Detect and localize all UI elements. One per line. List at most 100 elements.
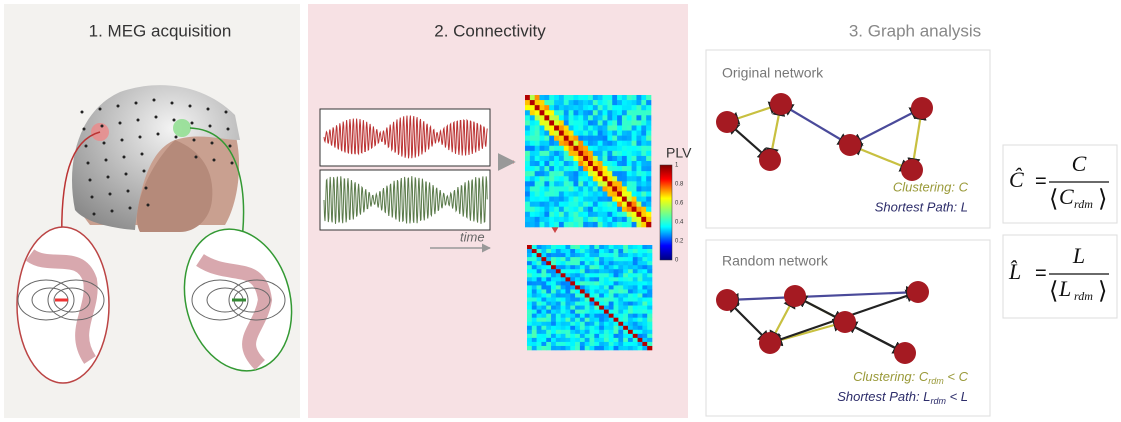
matrix-cell (525, 181, 530, 186)
matrix-cell (593, 212, 598, 217)
matrix-cell (590, 306, 595, 310)
matrix-cell (618, 314, 623, 318)
matrix-cell (556, 281, 561, 285)
text: Clustering: C (853, 369, 929, 384)
matrix-cell (593, 181, 598, 186)
matrix-cell (598, 151, 603, 156)
matrix-cell (622, 146, 627, 151)
matrix-cell (554, 156, 559, 161)
matrix-cell (570, 265, 575, 269)
matrix-cell (575, 298, 580, 302)
matrix-cell (578, 125, 583, 130)
matrix-cell (598, 156, 603, 161)
matrix-cell (525, 202, 530, 207)
matrix-cell (569, 186, 574, 191)
matrix-cell (598, 212, 603, 217)
matrix-cell (583, 100, 588, 105)
matrix-cell (633, 249, 638, 253)
matrix-cell (646, 105, 651, 110)
matrix-cell (632, 156, 637, 161)
matrix-cell (617, 191, 622, 196)
matrix-cell (607, 191, 612, 196)
matrix-cell (583, 202, 588, 207)
matrix-cell (575, 249, 580, 253)
matrix-cell (575, 346, 580, 350)
matrix-cell (541, 269, 546, 273)
sensor-dot (191, 122, 194, 125)
matrix-cell (612, 141, 617, 146)
network-node (894, 342, 916, 364)
matrix-cell (647, 310, 652, 314)
matrix-cell (627, 197, 632, 202)
matrix-cell (633, 302, 638, 306)
network-node (716, 111, 738, 133)
matrix-cell (570, 326, 575, 330)
matrix-cell (622, 141, 627, 146)
matrix-cell (551, 310, 556, 314)
matrix-cell (588, 156, 593, 161)
matrix-cell (646, 115, 651, 120)
matrix-cell (561, 281, 566, 285)
matrix-cell (556, 289, 561, 293)
matrix-cell (556, 326, 561, 330)
matrix-cell (578, 166, 583, 171)
matrix-cell (556, 298, 561, 302)
matrix-cell (641, 191, 646, 196)
matrix-cell (554, 166, 559, 171)
matrix-cell (636, 120, 641, 125)
matrix-cell (532, 314, 537, 318)
matrix-cell (627, 222, 632, 227)
matrix-cell (603, 176, 608, 181)
matrix-cell (612, 181, 617, 186)
matrix-cell (614, 249, 619, 253)
matrix-cell (569, 207, 574, 212)
matrix-cell (540, 110, 545, 115)
matrix-cell (578, 222, 583, 227)
matrix-cell (638, 346, 643, 350)
matrix-cell (544, 186, 549, 191)
matrix-cell (537, 249, 542, 253)
matrix-cell (532, 330, 537, 334)
matrix-cell (607, 197, 612, 202)
matrix-cell (525, 136, 530, 141)
matrix-cell (594, 261, 599, 265)
matrix-cell (527, 269, 532, 273)
matrix-cell (554, 181, 559, 186)
matrix-cell (546, 334, 551, 338)
matrix-cell (633, 338, 638, 342)
matrix-cell (535, 156, 540, 161)
matrix-cell (540, 171, 545, 176)
matrix-cell (546, 281, 551, 285)
matrix-cell (535, 136, 540, 141)
matrix-cell (612, 161, 617, 166)
matrix-cell (647, 269, 652, 273)
matrix-cell (535, 141, 540, 146)
matrix-cell (628, 265, 633, 269)
matrix-cell (559, 125, 564, 130)
matrix-cell (564, 95, 569, 100)
matrix-cell (588, 222, 593, 227)
matrix-cell (623, 314, 628, 318)
matrix-cell (564, 100, 569, 105)
matrix-cell (559, 161, 564, 166)
matrix-cell (590, 318, 595, 322)
matrix-cell (618, 310, 623, 314)
matrix-cell (647, 289, 652, 293)
matrix-cell (614, 253, 619, 257)
matrix-cell (632, 166, 637, 171)
matrix-cell (609, 314, 614, 318)
matrix-cell (532, 273, 537, 277)
matrix-cell (617, 136, 622, 141)
matrix-cell (537, 346, 542, 350)
formula-den: C (1059, 184, 1074, 209)
matrix-cell (614, 314, 619, 318)
matrix-cell (541, 314, 546, 318)
matrix-cell (556, 310, 561, 314)
matrix-cell (578, 95, 583, 100)
matrix-cell (541, 273, 546, 277)
matrix-cell (544, 217, 549, 222)
matrix-cell (578, 151, 583, 156)
matrix-cell (569, 181, 574, 186)
matrix-cell (632, 171, 637, 176)
matrix-cell (532, 342, 537, 346)
